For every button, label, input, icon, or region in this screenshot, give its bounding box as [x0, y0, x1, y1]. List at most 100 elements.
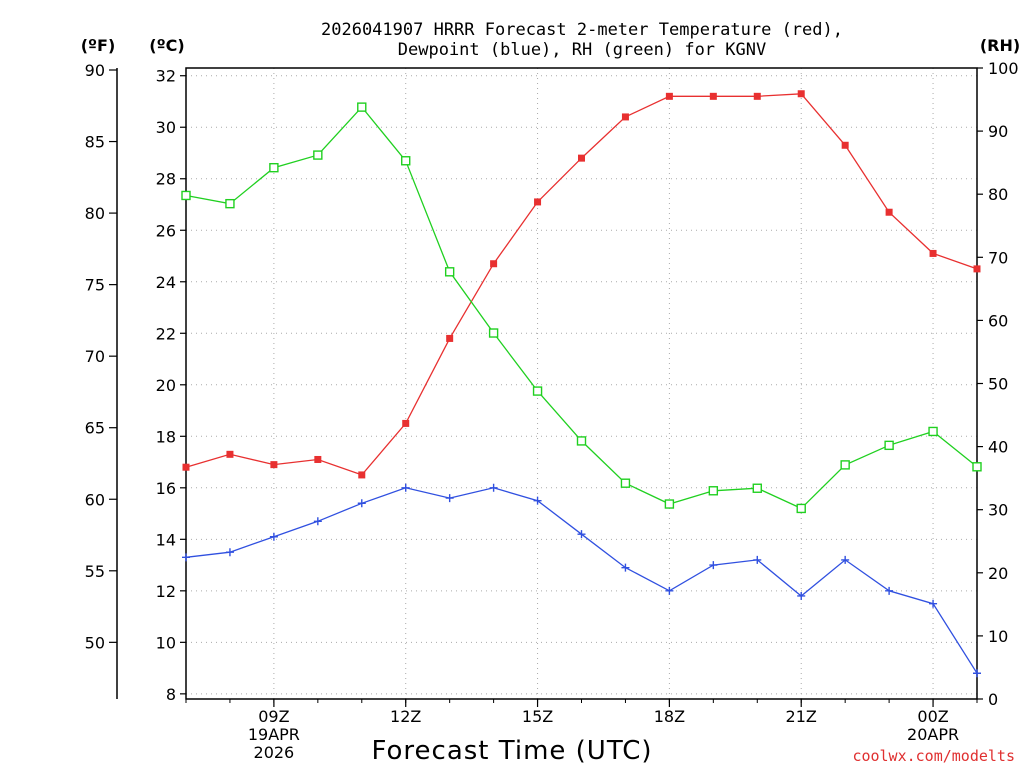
- rh-point: [796, 503, 806, 514]
- fahrenheit-tick-label: 55: [85, 562, 105, 581]
- celsius-tick-label: 18: [156, 427, 176, 446]
- celsius-axis-label: (ºC): [149, 36, 184, 55]
- celsius-tick-label: 14: [156, 530, 176, 549]
- celsius-tick-label: 30: [156, 118, 176, 137]
- temperature-point: [973, 265, 981, 273]
- fahrenheit-tick-label: 50: [85, 633, 105, 652]
- rh-tick-label: 30: [988, 501, 1008, 520]
- temperature-point: [709, 92, 717, 100]
- fahrenheit-tick-label: 85: [85, 133, 105, 152]
- temperature-point: [929, 249, 937, 257]
- temperature-point: [885, 208, 893, 216]
- temperature-point: [402, 419, 410, 427]
- dewpoint-point: [577, 530, 586, 539]
- fahrenheit-tick-label: 80: [85, 204, 105, 223]
- dewpoint-point: [885, 586, 894, 595]
- rh-tick-label: 100: [988, 59, 1019, 78]
- celsius-tick-label: 10: [156, 633, 176, 652]
- rh-point: [357, 102, 367, 112]
- chart-title-line2: Dewpoint (blue), RH (green) for KGNV: [398, 40, 766, 60]
- x-tick-label: 00Z: [917, 707, 948, 726]
- temperature-point: [446, 334, 454, 342]
- dewpoint-point: [313, 517, 322, 526]
- rh-point: [928, 426, 938, 437]
- celsius-tick-label: 20: [156, 376, 176, 395]
- fahrenheit-tick-label: 65: [85, 419, 105, 438]
- temperature-point: [226, 450, 234, 458]
- x-tick-label: 21Z: [786, 707, 817, 726]
- rh-tick-label: 50: [988, 375, 1008, 394]
- rh-tick-label: 10: [988, 627, 1008, 646]
- dewpoint-point: [401, 483, 410, 492]
- rh-point: [181, 190, 191, 201]
- celsius-tick-label: 32: [156, 67, 176, 86]
- dewpoint-point: [709, 561, 718, 570]
- dewpoint-point: [841, 555, 850, 564]
- x-tick-label: 20APR: [907, 725, 959, 744]
- rh-tick-label: 80: [988, 185, 1008, 204]
- rh-point: [664, 499, 675, 509]
- x-tick-label: 2026: [254, 743, 295, 762]
- rh-tick-label: 70: [988, 248, 1008, 267]
- plot-area-frame: [185, 67, 978, 700]
- dewpoint-point: [621, 563, 630, 572]
- dewpoint-point: [225, 548, 234, 557]
- rh-point: [444, 267, 455, 277]
- dewpoint-point: [973, 669, 981, 678]
- dewpoint-point: [753, 555, 762, 564]
- grid-lines: [186, 68, 977, 699]
- temperature-point: [578, 154, 585, 162]
- celsius-tick-label: 12: [156, 582, 176, 601]
- rh-tick-label: 40: [988, 438, 1008, 457]
- celsius-tick-label: 28: [156, 170, 176, 189]
- celsius-tick-label: 16: [156, 479, 176, 498]
- series-line: [185, 106, 978, 510]
- celsius-tick-label: 24: [156, 273, 176, 292]
- celsius-tick-label: 8: [166, 685, 176, 704]
- fahrenheit-tick-label: 90: [85, 61, 105, 80]
- fahrenheit-tick-label: 70: [85, 347, 105, 366]
- rh-tick-label: 20: [988, 564, 1008, 583]
- temperature-point: [621, 113, 629, 121]
- temperature-point: [841, 141, 849, 149]
- dewpoint-point: [929, 599, 938, 608]
- rh-point: [884, 440, 894, 451]
- series-line: [185, 487, 978, 674]
- dewpoint-point: [445, 494, 454, 503]
- dewpoint-point: [797, 591, 806, 600]
- temperature-point: [665, 92, 673, 100]
- temperature-point: [182, 463, 190, 471]
- dewpoint-point: [665, 586, 674, 595]
- rh-point: [488, 328, 499, 338]
- fahrenheit-tick-label: 75: [85, 276, 105, 295]
- fahrenheit-tick-label: 60: [85, 490, 105, 509]
- rh-point: [225, 198, 235, 209]
- data-series: [181, 90, 982, 678]
- x-tick-label: 19APR: [248, 725, 300, 744]
- rh-point: [532, 386, 543, 396]
- rh-point: [708, 486, 719, 496]
- temperature-point: [314, 455, 322, 463]
- chart-title-line1: 2026041907 HRRR Forecast 2-meter Tempera…: [321, 20, 843, 40]
- celsius-tick-label: 26: [156, 221, 176, 240]
- dewpoint-point: [533, 496, 542, 505]
- temperature-point: [270, 461, 278, 469]
- temperature-point: [797, 90, 805, 98]
- temperature-point: [358, 471, 366, 479]
- fahrenheit-axis-label: (ºF): [81, 36, 116, 55]
- celsius-tick-label: 22: [156, 324, 176, 343]
- rh-point: [840, 460, 850, 470]
- credit-text: coolwx.com/modelts: [852, 747, 1015, 765]
- dewpoint-point: [357, 499, 366, 508]
- temperature-point: [753, 92, 761, 100]
- x-tick-label: 15Z: [522, 707, 553, 726]
- rh-tick-label: 0: [988, 690, 998, 709]
- rh-point: [752, 483, 762, 493]
- dewpoint-point: [269, 532, 278, 541]
- rh-tick-label: 60: [988, 311, 1008, 330]
- rh-tick-label: 90: [988, 122, 1008, 141]
- dewpoint-point: [489, 483, 498, 492]
- rh-point: [972, 462, 982, 472]
- rh-point: [576, 436, 587, 446]
